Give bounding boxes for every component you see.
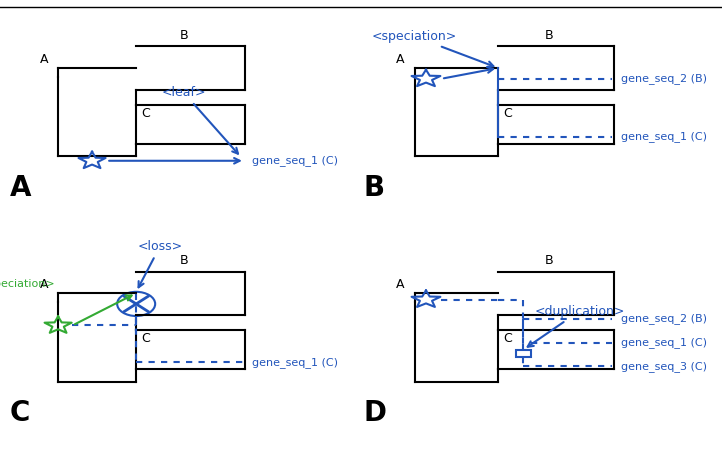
Bar xyxy=(516,350,531,357)
Text: C: C xyxy=(10,399,30,427)
Text: C: C xyxy=(504,107,513,120)
Text: C: C xyxy=(142,332,150,345)
Text: gene_seq_1 (C): gene_seq_1 (C) xyxy=(251,155,338,166)
Text: B: B xyxy=(364,174,385,202)
Text: C: C xyxy=(142,107,150,120)
Text: A: A xyxy=(396,53,404,66)
Text: A: A xyxy=(40,53,48,66)
Text: <duplication>: <duplication> xyxy=(528,305,625,347)
Text: C: C xyxy=(504,332,513,345)
Text: gene_seq_1 (C): gene_seq_1 (C) xyxy=(621,132,707,143)
Text: B: B xyxy=(544,254,553,267)
Text: gene_seq_3 (C): gene_seq_3 (C) xyxy=(621,361,707,372)
Text: B: B xyxy=(179,254,188,267)
Text: gene_seq_1 (C): gene_seq_1 (C) xyxy=(251,357,338,368)
Text: A: A xyxy=(10,174,32,202)
Text: gene_seq_2 (B): gene_seq_2 (B) xyxy=(621,73,707,84)
Text: D: D xyxy=(364,399,387,427)
Text: <speciation>: <speciation> xyxy=(0,279,56,288)
Text: gene_seq_1 (C): gene_seq_1 (C) xyxy=(621,337,707,348)
Text: gene_seq_2 (B): gene_seq_2 (B) xyxy=(621,314,707,325)
Text: A: A xyxy=(40,278,48,291)
Text: <speciation>: <speciation> xyxy=(372,30,493,67)
Text: B: B xyxy=(544,29,553,42)
Text: A: A xyxy=(396,278,404,291)
Text: <loss>: <loss> xyxy=(137,240,183,287)
Text: <leaf>: <leaf> xyxy=(162,86,238,154)
Text: B: B xyxy=(179,29,188,42)
